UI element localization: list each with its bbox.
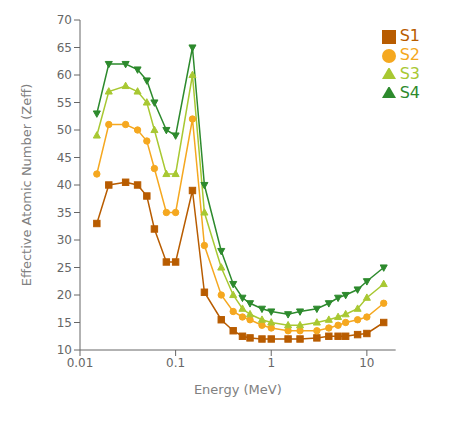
svg-text:10: 10 bbox=[359, 356, 374, 370]
svg-text:20: 20 bbox=[57, 288, 72, 302]
html-text:S1: S1 bbox=[399, 26, 420, 45]
svg-text:25: 25 bbox=[57, 261, 72, 275]
svg-text:45: 45 bbox=[57, 151, 72, 165]
svg-text:10: 10 bbox=[57, 343, 72, 357]
svg-text:35: 35 bbox=[57, 206, 72, 220]
svg-text:60: 60 bbox=[57, 68, 72, 82]
svg-text:50: 50 bbox=[57, 123, 72, 137]
svg-text:40: 40 bbox=[57, 178, 72, 192]
svg-text:65: 65 bbox=[57, 41, 72, 55]
svg-text:70: 70 bbox=[57, 13, 72, 27]
html-text:S4: S4 bbox=[399, 83, 420, 102]
svg-text:55: 55 bbox=[57, 96, 72, 110]
svg-text:30: 30 bbox=[57, 233, 72, 247]
svg-text:Energy (MeV): Energy (MeV) bbox=[194, 382, 282, 397]
svg-text:Effective Atomic Number (Zeff): Effective Atomic Number (Zeff) bbox=[19, 84, 34, 286]
html-text:S3: S3 bbox=[399, 64, 420, 83]
svg-text:0.01: 0.01 bbox=[67, 356, 94, 370]
html-text:S2: S2 bbox=[399, 45, 420, 64]
svg-text:0.1: 0.1 bbox=[166, 356, 185, 370]
svg-text:1: 1 bbox=[267, 356, 275, 370]
svg-text:15: 15 bbox=[57, 316, 72, 330]
